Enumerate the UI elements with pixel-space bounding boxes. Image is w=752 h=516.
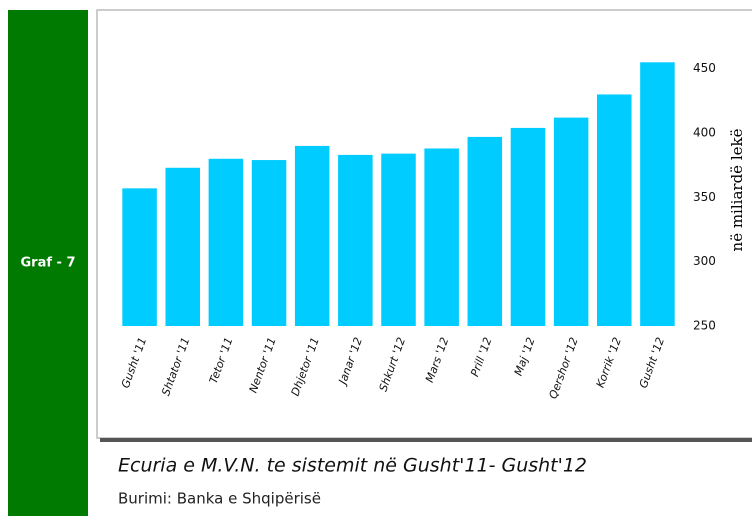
bar (251, 160, 287, 326)
bar (467, 136, 503, 326)
bar (640, 62, 675, 326)
y-tick-label: 250 (693, 319, 716, 333)
panel-shadow (100, 438, 752, 442)
sidebar-label: Graf - 7 (20, 256, 75, 271)
chart-title: Ecuria e M.V.N. te sistemit në Gusht'11-… (118, 455, 587, 477)
y-axis-label: në miliardë lekë (728, 128, 746, 251)
chart-source: Burimi: Banka e Shqipërisë (118, 490, 321, 508)
bar (424, 148, 459, 326)
bar (510, 127, 546, 327)
bar (294, 145, 330, 326)
y-tick-label: 450 (693, 61, 716, 75)
bar (553, 117, 589, 326)
bar (165, 167, 200, 326)
bar (597, 94, 632, 326)
bar (381, 153, 416, 326)
bar (338, 154, 373, 326)
bar (208, 158, 244, 326)
bar (122, 188, 157, 326)
y-tick-label: 350 (693, 190, 716, 204)
y-tick-label: 400 (693, 126, 716, 140)
sidebar (8, 10, 88, 516)
y-tick-label: 300 (693, 254, 716, 268)
